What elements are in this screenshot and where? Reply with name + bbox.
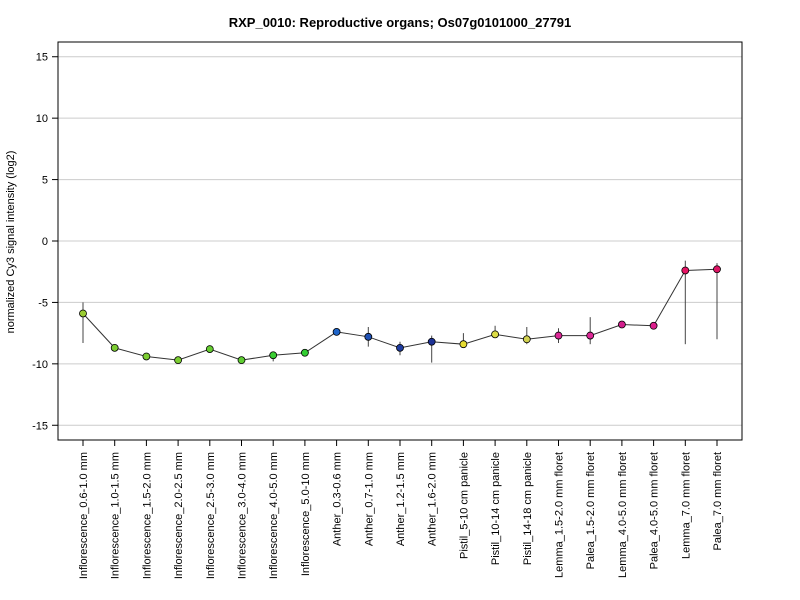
- x-tick-label: Inflorescence_1.0-1.5 mm: [110, 452, 122, 579]
- data-point: [300, 348, 309, 357]
- data-point: [364, 332, 373, 341]
- x-tick-label: Inflorescence_2.5-3.0 mm: [205, 452, 217, 579]
- data-point: [649, 321, 658, 330]
- data-point: [269, 351, 278, 360]
- y-tick-label: -10: [32, 359, 48, 371]
- x-tick-label: Palea_7.0 mm floret: [712, 452, 724, 550]
- data-point: [110, 343, 119, 352]
- x-tick-label: Lemma_4.0-5.0 mm floret: [617, 452, 629, 578]
- y-axis: 15 10 5 0 -5 -10 -15: [32, 52, 58, 432]
- y-tick-label: -15: [32, 420, 48, 432]
- x-tick-label: Lemma_7.0 mm floret: [680, 452, 692, 559]
- x-tick-label: Pistil_10-14 cm panicle: [490, 452, 502, 565]
- data-point: [713, 265, 721, 274]
- data-point: [681, 266, 690, 275]
- data-point: [237, 356, 246, 365]
- x-tick-label: Inflorescence_3.0-4.0 mm: [237, 452, 249, 579]
- y-tick-label: 10: [36, 113, 48, 125]
- data-point: [491, 330, 500, 339]
- y-tick-label: -5: [38, 297, 48, 309]
- data-point: [522, 335, 531, 344]
- x-tick-label: Inflorescence_5.0-10 mm: [300, 452, 312, 576]
- y-tick-label: 5: [42, 175, 48, 187]
- data-point: [396, 343, 404, 352]
- data-point: [174, 356, 183, 365]
- data-point: [459, 340, 468, 349]
- data-point: [618, 320, 626, 329]
- data-point: [332, 328, 341, 336]
- x-tick-label: Inflorescence_1.5-2.0 mm: [141, 452, 153, 579]
- x-tick-label: Pistil_5-10 cm panicle: [458, 452, 470, 559]
- x-tick-label: Anther_0.7-1.0 mm: [363, 452, 375, 546]
- x-axis: Inflorescence_0.6-1.0 mm Inflorescence_1.…: [78, 440, 724, 579]
- grid-lines: [58, 56, 742, 426]
- x-tick-label: Inflorescence_2.0-2.5 mm: [173, 452, 185, 579]
- data-point: [427, 337, 436, 346]
- x-tick-label: Lemma_1.5-2.0 mm floret: [554, 452, 566, 578]
- y-tick-label: 15: [36, 52, 48, 64]
- data-point: [586, 331, 595, 340]
- chart-title: RXP_0010: Reproductive organs; Os07g0101…: [229, 15, 572, 30]
- data-point: [79, 309, 87, 318]
- x-tick-label: Anther_1.6-2.0 mm: [427, 452, 439, 546]
- data-points: [79, 265, 721, 365]
- x-tick-label: Palea_1.5-2.0 mm floret: [585, 452, 597, 569]
- y-axis-label: normalized Cy3 signal intensity (log2): [5, 151, 17, 334]
- x-tick-label: Pistil_14-18 cm panicle: [522, 452, 534, 565]
- data-point: [554, 331, 563, 340]
- x-tick-label: Palea_4.0-5.0 mm floret: [649, 452, 661, 569]
- data-point: [142, 352, 151, 361]
- x-tick-label: Inflorescence_0.6-1.0 mm: [78, 452, 90, 579]
- x-tick-label: Inflorescence_4.0-5.0 mm: [268, 452, 280, 579]
- x-tick-label: Anther_0.3-0.6 mm: [332, 452, 344, 546]
- data-point: [205, 345, 214, 353]
- y-tick-label: 0: [42, 236, 48, 248]
- x-tick-label: Anther_1.2-1.5 mm: [395, 452, 407, 546]
